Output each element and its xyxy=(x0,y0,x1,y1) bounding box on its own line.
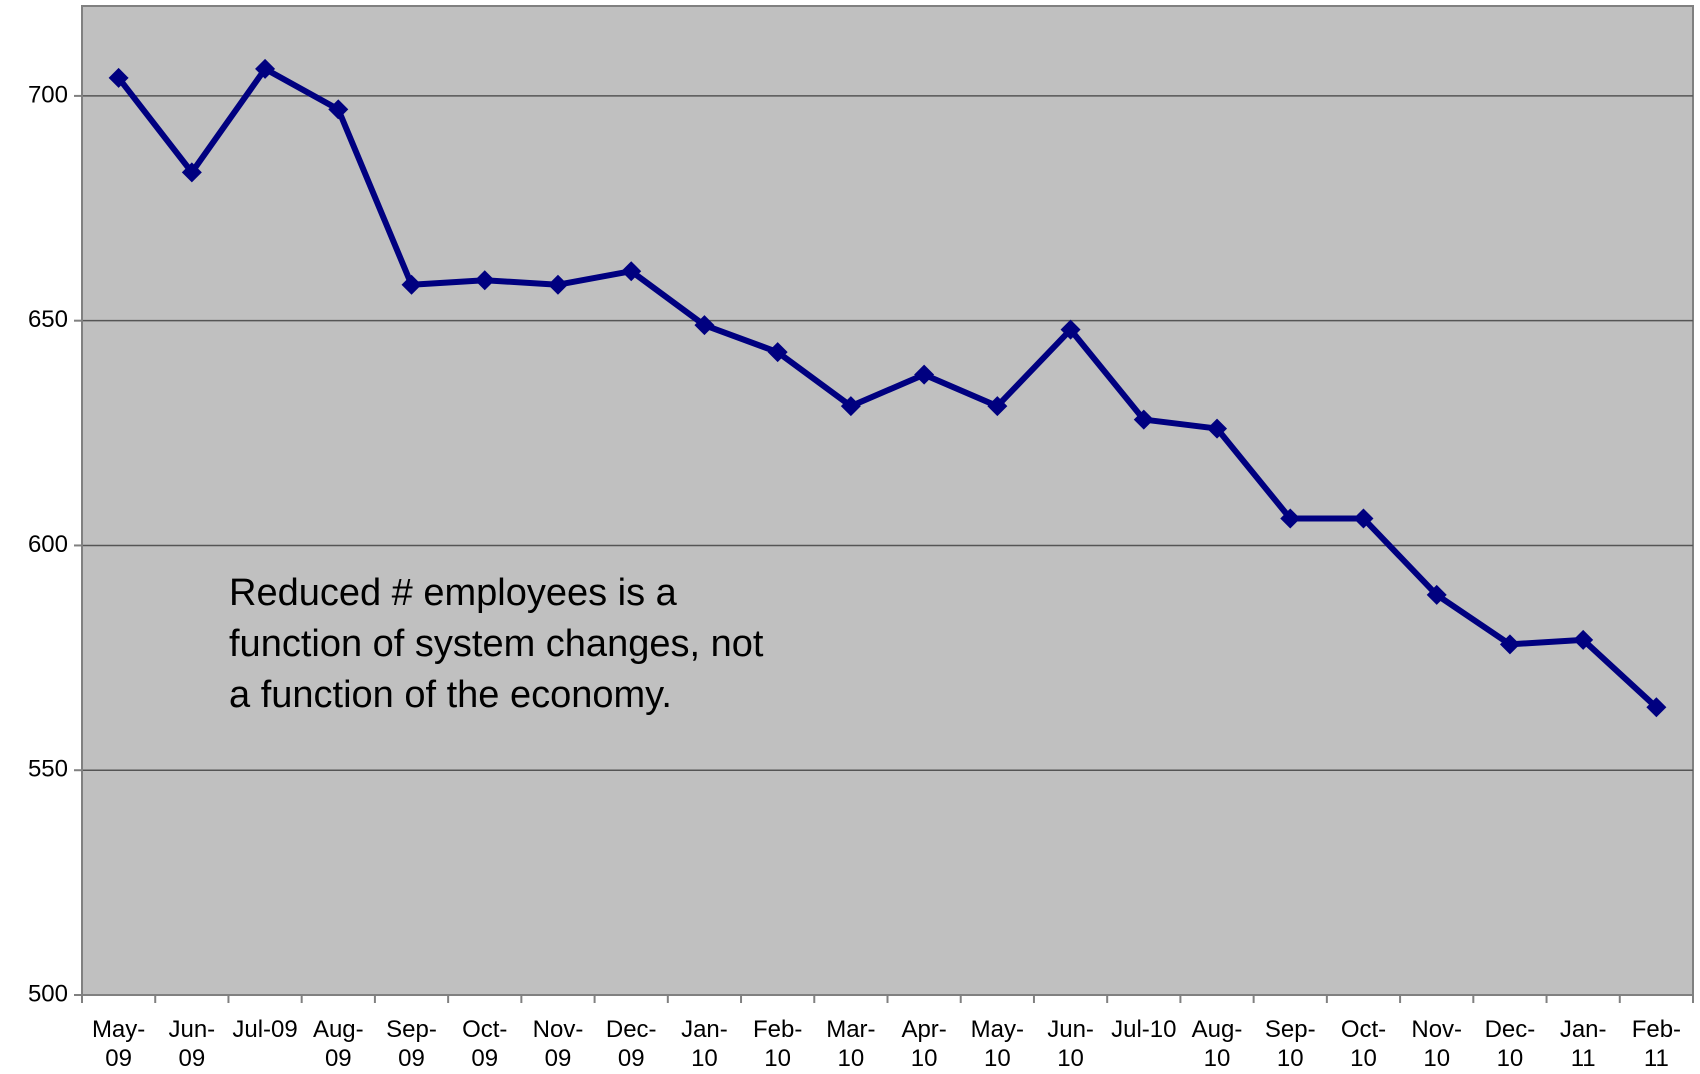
marker xyxy=(1353,508,1374,529)
marker xyxy=(1426,584,1447,605)
x-tick-label: Jan-11 xyxy=(1560,1016,1607,1072)
marker xyxy=(1060,319,1081,340)
x-tick-label: Feb-10 xyxy=(753,1016,802,1072)
x-tick-label: May-09 xyxy=(92,1016,145,1072)
marker xyxy=(987,396,1008,417)
grid xyxy=(82,95,1693,771)
x-tick-label: Feb-11 xyxy=(1632,1016,1681,1072)
x-tick-label: Aug-10 xyxy=(1192,1016,1243,1072)
marker xyxy=(767,342,788,363)
x-tick-label: Jul-09 xyxy=(232,1016,297,1043)
x-tick-label: May-10 xyxy=(971,1016,1024,1072)
marker xyxy=(401,274,422,295)
x-tick-label: Apr-10 xyxy=(901,1016,946,1072)
marker xyxy=(621,261,642,282)
x-tick-label: Mar-10 xyxy=(826,1016,875,1072)
x-tick-label: Jun-09 xyxy=(168,1016,215,1072)
y-tick-label: 600 xyxy=(28,531,68,558)
marker xyxy=(1646,697,1667,718)
x-tick-label: Jan-10 xyxy=(681,1016,728,1072)
marker xyxy=(1133,409,1154,430)
x-tick-label: Aug-09 xyxy=(313,1016,364,1072)
marks xyxy=(108,58,1667,718)
marker xyxy=(1280,508,1301,529)
marker xyxy=(108,67,129,88)
x-tick-label: Dec-10 xyxy=(1485,1016,1536,1072)
x-tick-label: Oct-09 xyxy=(462,1016,507,1072)
y-tick-label: 550 xyxy=(28,756,68,783)
y-tick-label: 500 xyxy=(28,980,68,1007)
y-tick-label: 700 xyxy=(28,81,68,108)
marker xyxy=(694,315,715,336)
x-tick-label: Jun-10 xyxy=(1047,1016,1094,1072)
marker xyxy=(1207,418,1228,439)
marker xyxy=(547,274,568,295)
y-tick-label: 650 xyxy=(28,306,68,333)
marker xyxy=(328,99,349,120)
marker xyxy=(1573,629,1594,650)
marker xyxy=(474,270,495,291)
x-tick-label: Oct-10 xyxy=(1341,1016,1386,1072)
annotation: function of system changes, not xyxy=(229,623,764,665)
marker xyxy=(914,364,935,385)
plot-area xyxy=(81,5,1694,996)
x-tick-label: Nov-10 xyxy=(1411,1016,1462,1072)
x-tick-label: Sep-10 xyxy=(1265,1016,1316,1072)
axes xyxy=(74,6,1694,1003)
annotation: Reduced # employees is a xyxy=(229,572,678,614)
x-tick-label: Sep-09 xyxy=(386,1016,437,1072)
marker xyxy=(255,58,276,79)
labels: 500 550 600 650 700 May-09 Jun-09 Jul-09 Aug-09 S… xyxy=(28,81,1681,1072)
annotation: a function of the economy. xyxy=(229,674,672,716)
x-tick-label: Dec-09 xyxy=(606,1016,657,1072)
series-line xyxy=(116,65,1659,710)
x-tick-label: Nov-09 xyxy=(533,1016,584,1072)
marker xyxy=(1499,634,1520,655)
marker xyxy=(181,162,202,183)
x-tick-label: Jul-10 xyxy=(1111,1016,1176,1043)
marker xyxy=(840,396,861,417)
